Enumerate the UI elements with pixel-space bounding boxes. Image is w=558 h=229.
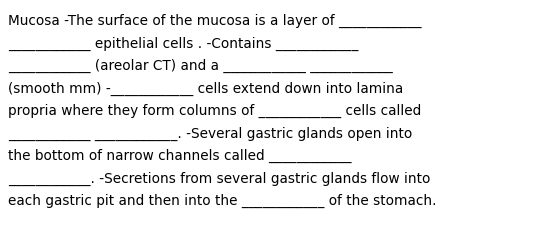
Text: ____________. -Secretions from several gastric glands flow into: ____________. -Secretions from several g…: [8, 171, 430, 185]
Text: ____________ (areolar CT) and a ____________ ____________: ____________ (areolar CT) and a ________…: [8, 59, 393, 73]
Text: Mucosa -The surface of the mucosa is a layer of ____________: Mucosa -The surface of the mucosa is a l…: [8, 14, 421, 28]
Text: the bottom of narrow channels called ____________: the bottom of narrow channels called ___…: [8, 148, 352, 162]
Text: ____________ ____________. -Several gastric glands open into: ____________ ____________. -Several gast…: [8, 126, 412, 140]
Text: propria where they form columns of ____________ cells called: propria where they form columns of _____…: [8, 104, 421, 118]
Text: (smooth mm) -____________ cells extend down into lamina: (smooth mm) -____________ cells extend d…: [8, 81, 403, 95]
Text: each gastric pit and then into the ____________ of the stomach.: each gastric pit and then into the _____…: [8, 193, 436, 207]
Text: ____________ epithelial cells . -Contains ____________: ____________ epithelial cells . -Contain…: [8, 36, 358, 50]
